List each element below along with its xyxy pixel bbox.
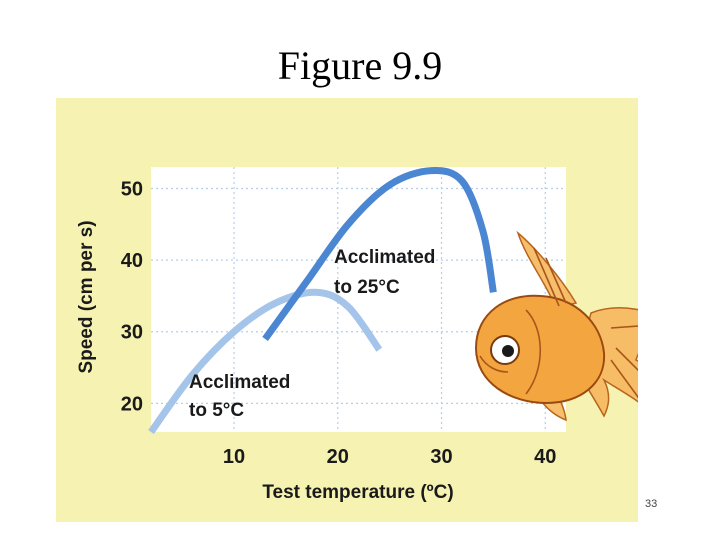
fish-fin-stripes <box>533 247 638 399</box>
y-tick-labels: 20 30 40 50 <box>121 178 143 415</box>
series-label-5c-line2: to 5°C <box>189 400 244 421</box>
series-label-5c-line1: Acclimated <box>189 372 290 393</box>
fish-mouth <box>479 355 509 373</box>
x-tick-label: 30 <box>430 446 452 468</box>
y-tick-label: 20 <box>121 393 143 415</box>
figure-panel: 20 30 40 50 10 20 30 40 Speed (cm per s) Test … <box>56 98 638 522</box>
series-label-25c-line2: to 25°C <box>334 277 400 298</box>
x-tick-label: 10 <box>223 446 245 468</box>
fish-pupil <box>502 345 514 357</box>
series-label-5c: Acclimated to 5°C <box>189 372 296 421</box>
series-line-acclimated-5c <box>148 288 383 435</box>
x-tick-label: 20 <box>327 446 349 468</box>
y-axis-label: Speed (cm per s) <box>76 220 97 373</box>
x-axis-label: Test temperature (ºC) <box>262 482 453 503</box>
goldfish-illustration <box>474 230 638 422</box>
fish-gill <box>525 309 542 395</box>
series-line-acclimated-25c <box>262 166 497 341</box>
plot-series <box>148 166 497 435</box>
y-tick-label: 50 <box>121 178 143 200</box>
y-tick-label: 40 <box>121 250 143 272</box>
slide-number: 33 <box>645 498 658 510</box>
x-tick-labels: 10 20 30 40 <box>223 446 557 468</box>
y-tick-label: 30 <box>121 322 143 344</box>
series-label-25c-line1: Acclimated <box>334 247 435 268</box>
series-label-25c: Acclimated to 25°C <box>334 247 441 298</box>
x-tick-label: 40 <box>534 446 556 468</box>
slide-title: Figure 9.9 <box>277 43 443 88</box>
